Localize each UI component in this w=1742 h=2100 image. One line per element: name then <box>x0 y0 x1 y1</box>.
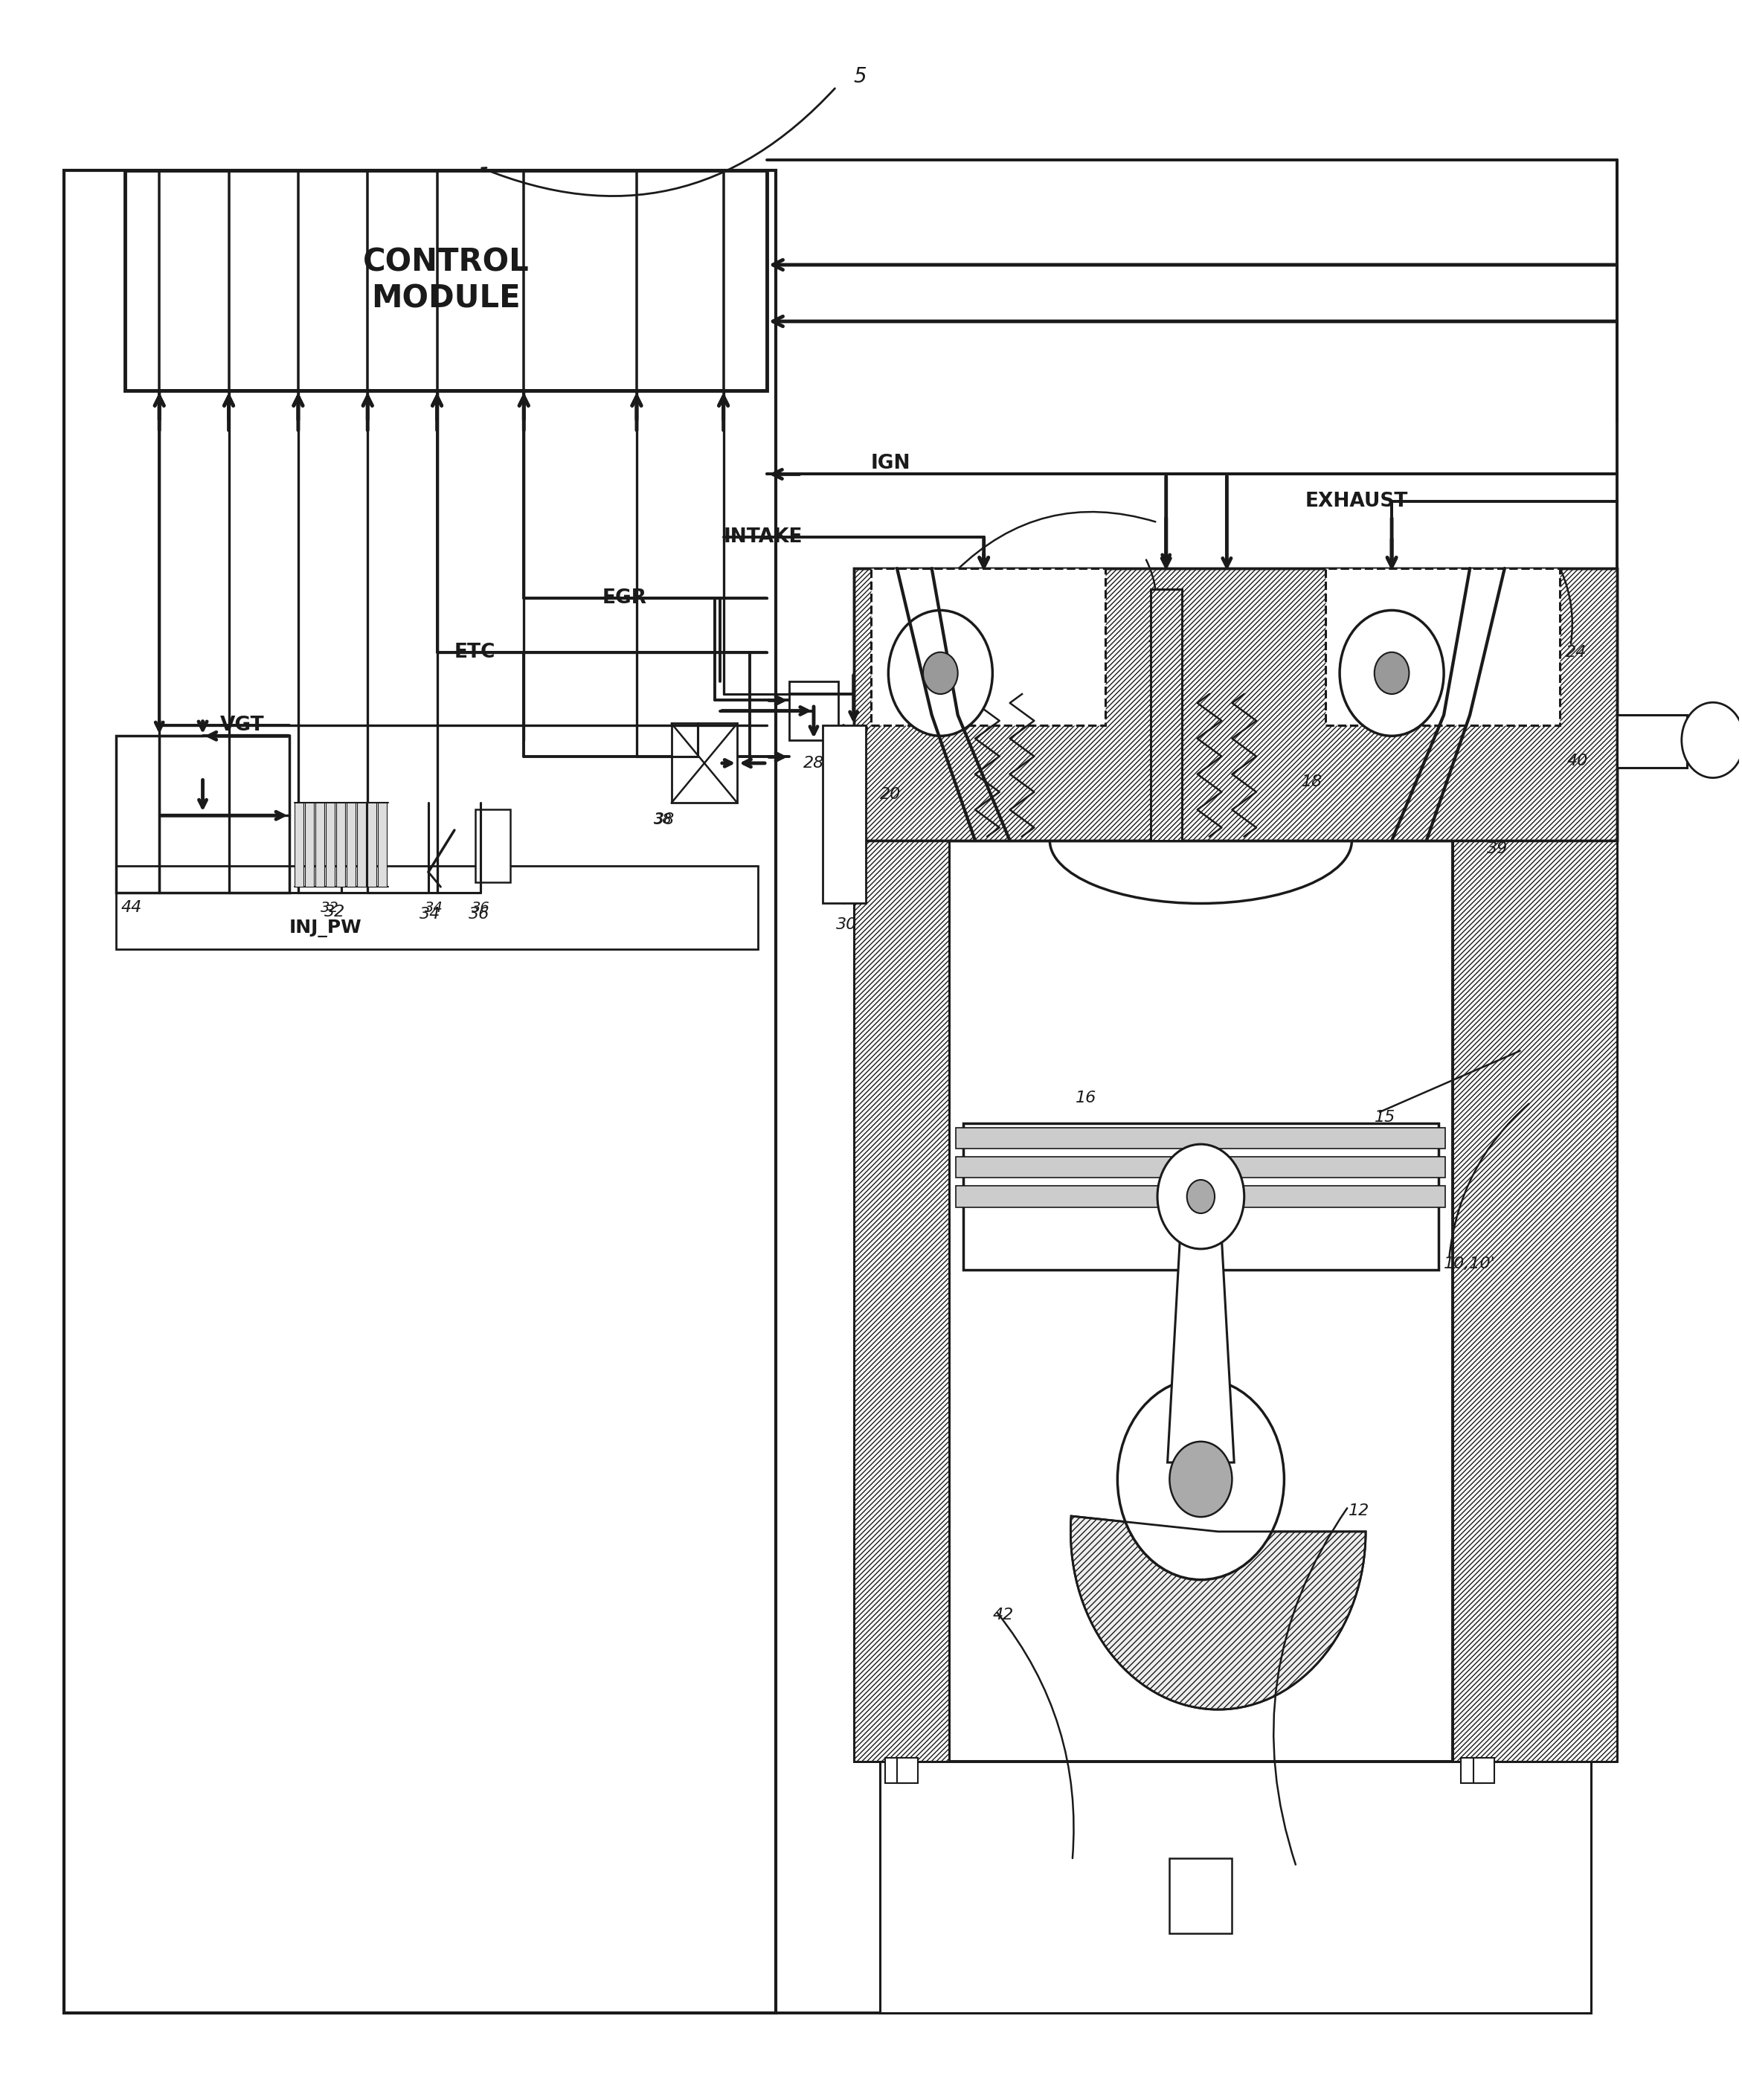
Bar <box>1453 840 1617 1762</box>
Bar <box>789 682 838 739</box>
Text: 38: 38 <box>653 813 672 827</box>
Text: 22: 22 <box>949 569 970 584</box>
Bar <box>897 1758 918 1783</box>
Text: 36: 36 <box>472 901 490 916</box>
Text: 32: 32 <box>321 901 340 916</box>
Text: 20: 20 <box>880 788 901 802</box>
Bar <box>956 1157 1446 1178</box>
Text: 14: 14 <box>1104 1184 1125 1199</box>
Bar <box>336 802 345 886</box>
Bar <box>117 865 758 949</box>
Bar <box>1150 590 1181 840</box>
Circle shape <box>1340 611 1444 735</box>
Bar <box>368 802 376 886</box>
Text: EGR: EGR <box>603 588 646 607</box>
Text: CONTROL
MODULE: CONTROL MODULE <box>362 248 530 315</box>
Bar <box>305 802 314 886</box>
Bar <box>871 569 1106 724</box>
Bar <box>347 802 355 886</box>
Text: 16: 16 <box>1077 1090 1097 1105</box>
Circle shape <box>1374 653 1409 695</box>
Bar <box>1150 590 1181 840</box>
Bar <box>1474 1758 1495 1783</box>
Text: IGN: IGN <box>871 454 911 473</box>
Text: 28: 28 <box>803 756 824 771</box>
Bar <box>854 569 1617 840</box>
Circle shape <box>1186 1180 1214 1214</box>
Text: 34: 34 <box>425 901 442 916</box>
Text: 14: 14 <box>1235 1168 1256 1182</box>
Wedge shape <box>1071 1516 1366 1709</box>
Bar <box>854 569 1617 840</box>
Text: 40: 40 <box>1568 754 1589 769</box>
Bar <box>1462 1758 1482 1783</box>
Text: 36: 36 <box>469 907 490 922</box>
Text: EXHAUST: EXHAUST <box>1305 491 1408 510</box>
Text: VCP
VLC: VCP VLC <box>970 630 1007 662</box>
Text: 15: 15 <box>1374 1109 1395 1124</box>
Text: 5: 5 <box>854 65 868 86</box>
Text: 18: 18 <box>1301 775 1322 790</box>
Text: 34: 34 <box>420 907 441 922</box>
Bar <box>64 170 775 2014</box>
Bar <box>378 802 387 886</box>
Bar <box>949 840 1453 1762</box>
Circle shape <box>1169 1441 1232 1516</box>
Bar <box>822 724 866 903</box>
Text: 29: 29 <box>848 724 869 739</box>
Bar <box>671 722 737 802</box>
Bar <box>357 802 366 886</box>
Bar <box>854 840 949 1762</box>
Text: 29: 29 <box>843 729 862 743</box>
Text: 12: 12 <box>1348 1504 1369 1518</box>
Bar <box>885 1758 906 1783</box>
Circle shape <box>888 611 993 735</box>
Bar <box>117 735 289 892</box>
Text: INTAKE: INTAKE <box>723 527 803 546</box>
Bar <box>880 1762 1592 2014</box>
Bar <box>315 802 324 886</box>
Bar <box>1169 1858 1232 1934</box>
Bar <box>956 1128 1446 1149</box>
Text: 10,10': 10,10' <box>1444 1256 1496 1270</box>
Text: VGT: VGT <box>219 716 265 735</box>
Text: 42: 42 <box>993 1609 1014 1623</box>
Circle shape <box>1157 1144 1244 1250</box>
Circle shape <box>1117 1380 1284 1579</box>
Bar <box>1617 714 1686 766</box>
Text: 44: 44 <box>122 901 143 916</box>
Text: INJ_PW: INJ_PW <box>289 920 362 937</box>
Text: 30: 30 <box>836 918 857 932</box>
Text: 39: 39 <box>1488 842 1509 857</box>
Text: 32: 32 <box>324 905 345 920</box>
Text: 24: 24 <box>1566 645 1587 659</box>
Text: 38: 38 <box>653 813 676 827</box>
Text: ETC: ETC <box>455 643 495 662</box>
Bar <box>125 170 766 391</box>
Circle shape <box>923 653 958 695</box>
Bar <box>854 840 949 1762</box>
Bar <box>1453 840 1617 1762</box>
Bar <box>956 1186 1446 1208</box>
Polygon shape <box>1167 1239 1233 1462</box>
Bar <box>1326 569 1561 724</box>
Bar <box>294 802 303 886</box>
Text: VCP
VLC: VCP VLC <box>1425 630 1462 662</box>
Bar <box>476 808 510 882</box>
Circle shape <box>1681 701 1742 777</box>
Bar <box>963 1124 1439 1270</box>
Bar <box>326 802 334 886</box>
Text: 26: 26 <box>1148 630 1169 645</box>
